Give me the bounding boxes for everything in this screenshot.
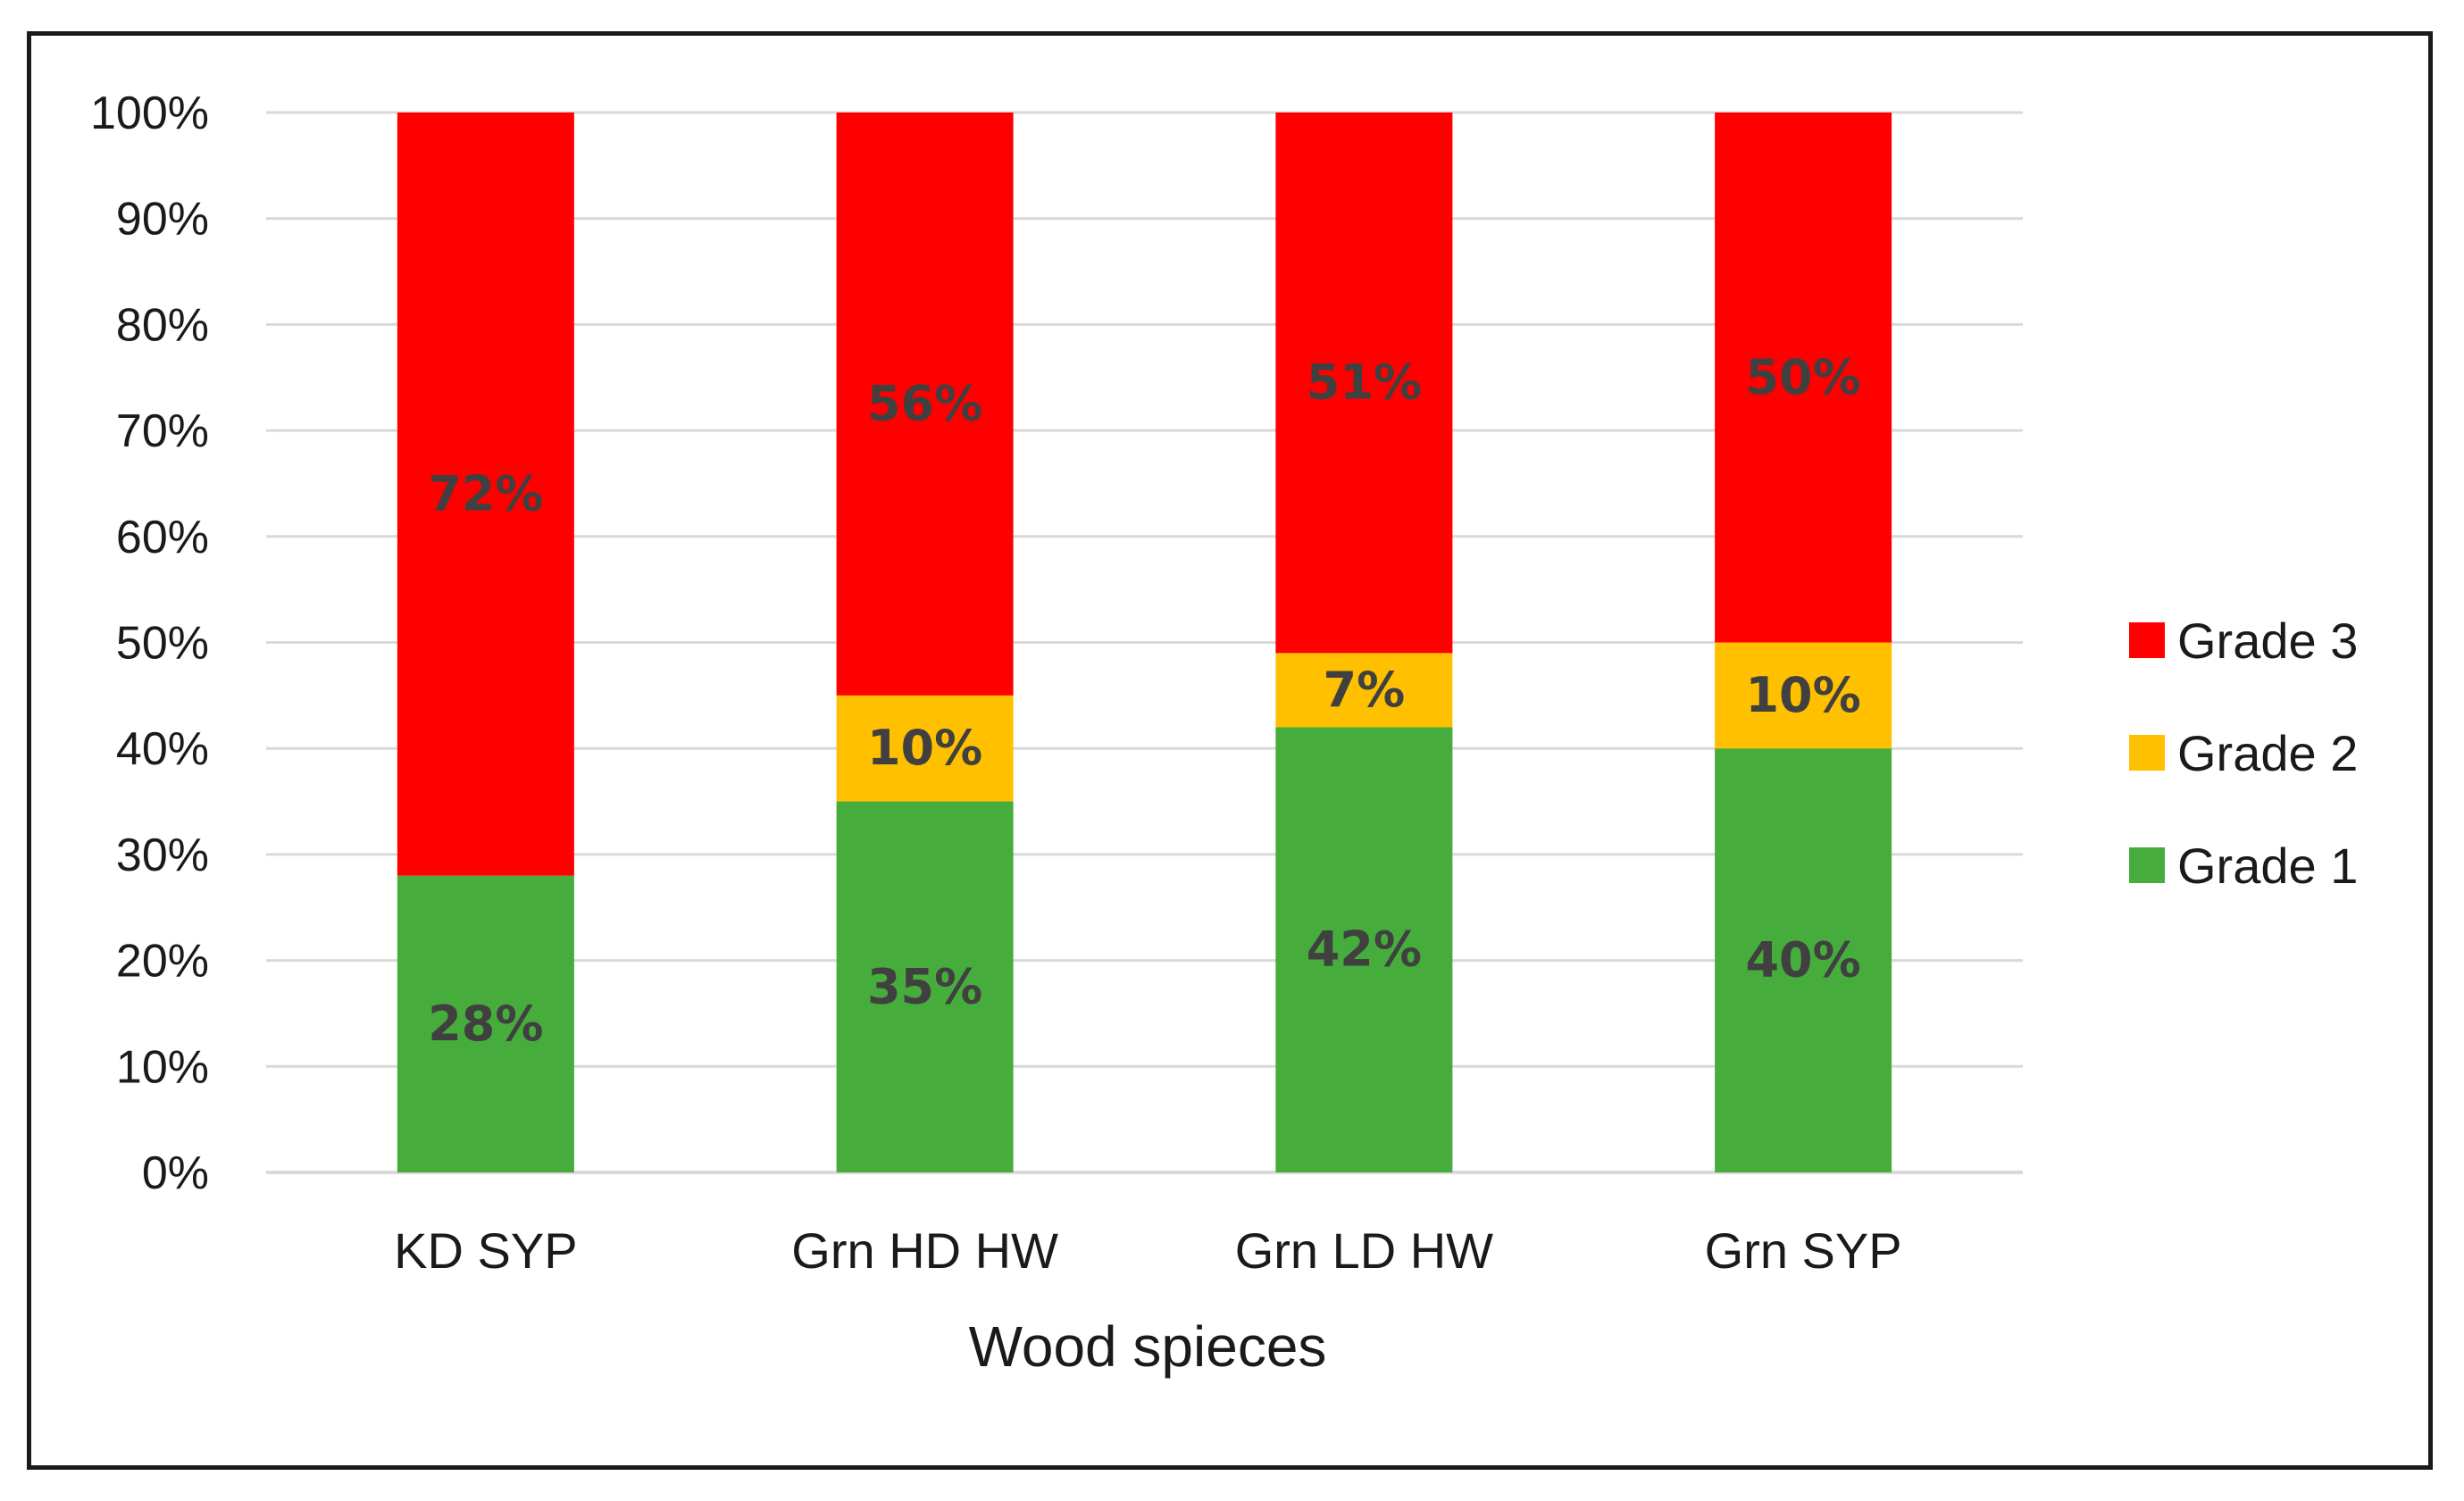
bar-grade-1 [1715,748,1892,1172]
data-label: 51% [1307,354,1422,411]
data-labels: 28% 72% 35% 10% 56% 42% 7% 51% 40% 10% 50% [428,349,1861,1052]
legend-label: Grade 1 [2177,838,2358,894]
data-label: 72% [428,465,543,521]
y-tick-label: 40% [116,723,209,775]
y-tick-label: 20% [116,936,209,988]
data-label: 10% [1745,667,1860,723]
data-label: 42% [1307,921,1422,978]
bar-grade-2 [1275,653,1453,728]
legend-swatch [2129,622,2165,658]
legend: Grade 3 Grade 2 Grade 1 [2129,613,2358,894]
bar-grade-2 [836,695,1014,802]
y-tick-label: 10% [116,1041,209,1093]
x-category-label: Grn LD HW [1235,1222,1493,1279]
bar-grade-3 [1275,113,1453,654]
x-category-label: Grn HD HW [791,1222,1058,1279]
x-category-label: Grn SYP [1705,1222,1902,1279]
x-axis-categories: KD SYP Grn HD HW Grn LD HW Grn SYP [394,1222,1901,1279]
y-tick-label: 60% [116,512,209,563]
data-label: 10% [867,720,982,776]
legend-label: Grade 2 [2177,725,2358,781]
bar-grade-3 [397,113,574,876]
legend-label: Grade 3 [2177,613,2358,669]
bar-grade-3 [1715,113,1892,643]
y-tick-label: 70% [116,405,209,457]
legend-swatch [2129,735,2165,771]
legend-swatch [2129,847,2165,883]
data-label: 28% [428,996,543,1052]
x-axis-title: Wood spieces [969,1314,1327,1379]
bar-grade-1 [1275,727,1453,1172]
data-label: 50% [1745,349,1860,405]
y-tick-label: 90% [116,194,209,246]
y-axis-ticks: 0% 10% 20% 30% 40% 50% 60% 70% 80% 90% 100% [90,88,209,1199]
bars [397,113,1892,1172]
data-label: 7% [1324,662,1406,718]
bar-grade-3 [836,113,1014,696]
y-tick-label: 50% [116,618,209,670]
y-tick-label: 80% [116,299,209,351]
data-label: 40% [1745,932,1860,988]
bar-grade-1 [397,875,574,1172]
y-tick-label: 100% [90,88,209,139]
x-category-label: KD SYP [394,1222,577,1279]
data-label: 56% [867,375,982,431]
bar-grade-1 [836,801,1014,1172]
y-tick-label: 30% [116,830,209,881]
data-label: 35% [867,958,982,1014]
bar-grade-2 [1715,642,1892,749]
y-tick-label: 0% [142,1147,209,1199]
